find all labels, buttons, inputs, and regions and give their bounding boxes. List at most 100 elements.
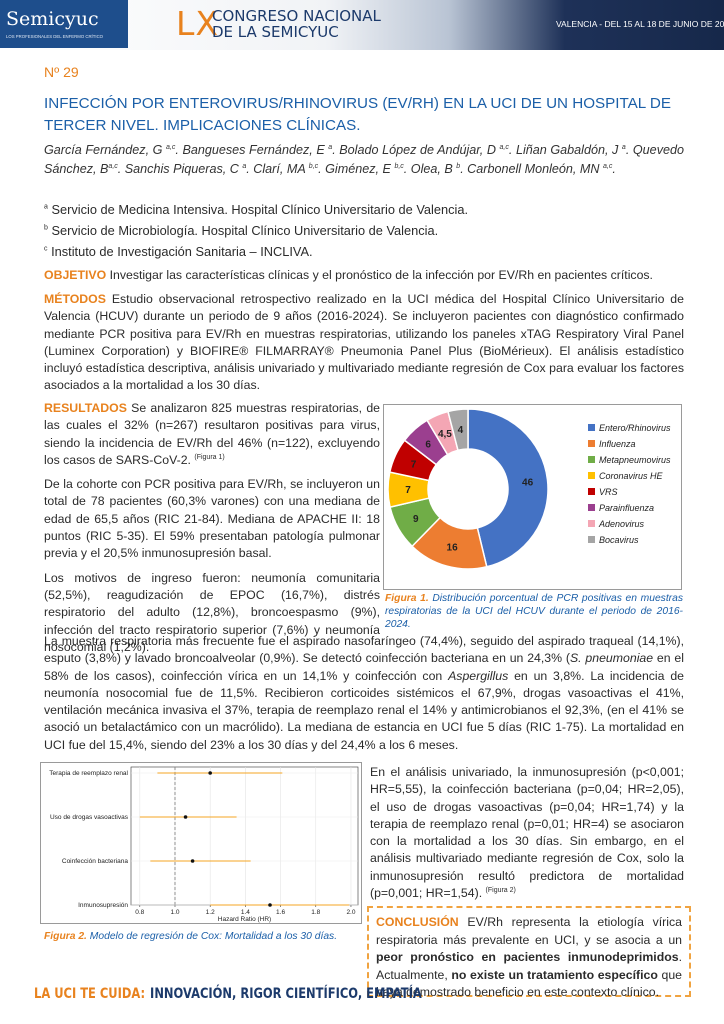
author: García Fernández, G (44, 143, 167, 157)
figure-ref: (Figura 2) (485, 886, 516, 894)
x-tick-label: 1.0 (170, 909, 179, 916)
author: . Quevedo Sánchez, B (44, 143, 684, 176)
author: . (612, 162, 616, 176)
section-text: Estudio observacional retrospectivo real… (44, 292, 684, 393)
author: . Sanchis Piqueras, C (117, 162, 243, 176)
logo: Semicyuc (6, 8, 99, 30)
legend-swatch (588, 504, 595, 511)
legend-label: Metapneumovirus (599, 455, 671, 465)
author: . Olea, B (403, 162, 457, 176)
text: en el 58% de los casos), coinfección vír… (44, 651, 684, 683)
header: Semicyuc LOS PROFESIONALES DEL ENFERMO C… (0, 0, 724, 50)
figure-caption: Figura 1. Distribución porcentual de PCR… (385, 592, 683, 631)
affiliation: b Servicio de Microbiología. Hospital Cl… (44, 220, 684, 241)
text-bold: no existe un tratamiento específico (451, 967, 658, 982)
hazard-ratio-point (208, 771, 212, 775)
text: . Actualmente, (376, 950, 682, 982)
text: EV/Rh representa la etiología vírica res… (376, 915, 683, 947)
logo-tagline: LOS PROFESIONALES DEL ENFERMO CRÍTICO (6, 34, 104, 39)
footer-text: INNOVACIÓN, RIGOR CIENTÍFICO, EMPATÍA (150, 986, 422, 1002)
donut-slice (467, 408, 549, 568)
slice-label: 4,5 (438, 429, 452, 440)
legend-label: Bocavirus (599, 535, 639, 545)
affiliation-sup: b (44, 224, 48, 232)
slice-label: 46 (522, 477, 534, 488)
resultados-multivariate: En el análisis univariado, la inmunosupr… (370, 764, 684, 902)
slice-label: 6 (425, 440, 431, 451)
text: De la cohorte con PCR positiva para EV/R… (44, 477, 380, 561)
text: La muestra respiratoria más frecuente fu… (44, 634, 684, 666)
text: Los motivos de ingreso fueron: neumonía … (44, 570, 380, 654)
section-label: MÉTODOS (44, 292, 106, 306)
author: . Giménez, E (318, 162, 395, 176)
author: . Clarí, MA (246, 162, 309, 176)
congress-line: CONGRESO NACIONAL (212, 7, 381, 25)
abstract-number: Nº 29 (44, 64, 79, 80)
affiliation-text: Servicio de Microbiología. Hospital Clín… (51, 223, 439, 238)
text-bold: peor pronóstico en pacientes inmunodepri… (376, 950, 679, 964)
x-tick-label: 1.8 (311, 909, 320, 916)
author-sup: a (328, 143, 333, 151)
logo-box: Semicyuc LOS PROFESIONALES DEL ENFERMO C… (0, 0, 128, 48)
resultados-full: La muestra respiratoria más frecuente fu… (44, 633, 684, 754)
caption-label: Figura 2. (44, 931, 87, 942)
legend-label: Entero/Rhinovirus (599, 423, 671, 433)
text: en un 3,8%. La incidencia de neumonía no… (44, 668, 685, 752)
footer-lead: LA UCI TE CUIDA: (34, 986, 146, 1002)
congress-name: CONGRESO NACIONAL DE LA SEMICYUC (212, 8, 381, 40)
author-sup: b,c (308, 162, 319, 170)
affiliation-text: Servicio de Medicina Intensiva. Hospital… (51, 202, 469, 217)
authors: García Fernández, G a,c. Bangueses Ferná… (44, 141, 684, 179)
author-sup: a (621, 143, 626, 151)
legend-label: Parainfluenza (599, 503, 654, 513)
affiliation-text: Instituto de Investigación Sanitaria – I… (51, 244, 313, 259)
caption-label: Figura 1. (385, 593, 429, 604)
slice-label: 4 (458, 425, 464, 436)
affiliation: a Servicio de Medicina Intensiva. Hospit… (44, 199, 684, 220)
paragraph: De la cohorte con PCR positiva para EV/R… (44, 476, 380, 562)
x-tick-label: 1.6 (276, 909, 285, 916)
legend-swatch (588, 472, 595, 479)
legend-label: Influenza (599, 439, 636, 449)
legend-swatch (588, 488, 595, 495)
text-italic: S. pneumoniae (569, 651, 654, 666)
title: INFECCIÓN POR ENTEROVIRUS/RHINOVIRUS (EV… (44, 95, 671, 134)
figure-caption: Figura 2. Modelo de regresión de Cox: Mo… (44, 931, 364, 942)
text: Se analizaron 825 muestras respiratorias… (44, 401, 380, 467)
author-sup: a (242, 162, 247, 170)
chart-frame (40, 762, 362, 924)
text: que haya demostrado beneficio en este co… (376, 967, 683, 1000)
y-tick-label: Uso de drogas vasoactivas (50, 814, 129, 821)
text: En el análisis univariado, la inmunosupr… (370, 765, 684, 901)
legend-swatch (588, 440, 595, 447)
section-label: OBJETIVO (44, 268, 107, 282)
metodos: MÉTODOS Estudio observacional retrospect… (44, 291, 684, 395)
y-tick-label: Inmunosupresión (78, 902, 128, 909)
affiliation: c Instituto de Investigación Sanitaria –… (44, 241, 684, 262)
author-sup: b (456, 162, 461, 170)
section-label: RESULTADOS (44, 401, 127, 415)
affiliation-sup: a (44, 203, 48, 211)
resultados-column: RESULTADOS Se analizaron 825 muestras re… (44, 400, 380, 663)
affiliation-sup: c (44, 245, 48, 253)
author-sup: a,c (166, 143, 176, 151)
caption-text: Modelo de regresión de Cox: Mortalidad a… (89, 931, 338, 942)
x-tick-label: 1.2 (206, 909, 215, 916)
slice-label: 7 (411, 459, 417, 470)
y-tick-label: Terapia de reemplazo renal (49, 770, 128, 777)
paragraph: RESULTADOS Se analizaron 825 muestras re… (44, 400, 380, 469)
x-axis-label: Hazard Ratio (HR) (218, 916, 271, 923)
legend-label: Coronavirus HE (599, 471, 664, 481)
slice-label: 7 (405, 485, 411, 496)
section-text: Investigar las características clínicas … (109, 268, 653, 282)
congress-number: LX (176, 4, 219, 43)
affiliations: a Servicio de Medicina Intensiva. Hospit… (44, 199, 684, 262)
legend-swatch (588, 536, 595, 543)
figure-ref: (Figura 1) (194, 453, 225, 461)
legend-label: Adenovirus (598, 519, 645, 529)
x-tick-label: 0.8 (135, 909, 144, 916)
slice-label: 9 (413, 514, 419, 525)
x-tick-label: 1.4 (241, 909, 250, 916)
